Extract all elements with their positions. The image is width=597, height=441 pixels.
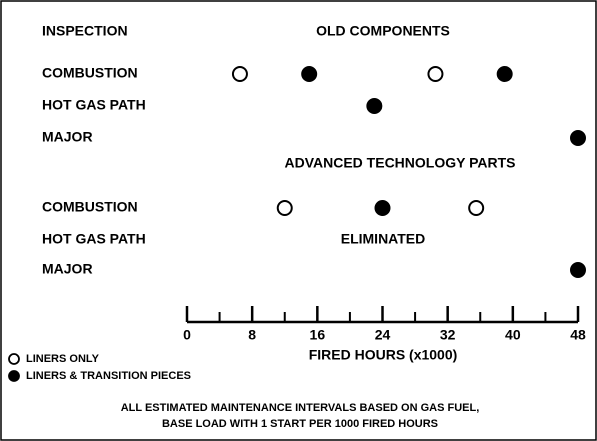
- header: INSPECTION: [42, 23, 128, 39]
- row-note: ELIMINATED: [341, 231, 426, 247]
- x-tick-label: 32: [440, 327, 456, 343]
- group-title: ADVANCED TECHNOLOGY PARTS: [284, 155, 515, 171]
- x-tick-label: 16: [310, 327, 326, 343]
- legend-marker: [8, 353, 20, 365]
- row-label: HOT GAS PATH: [42, 231, 146, 247]
- row-label: MAJOR: [42, 129, 93, 145]
- dot: [231, 66, 248, 82]
- dot: [570, 130, 586, 146]
- dot: [374, 200, 391, 216]
- row-label: HOT GAS PATH: [42, 97, 146, 113]
- legend-marker: [8, 370, 20, 382]
- x-tick-label: 8: [248, 327, 256, 343]
- dot: [366, 98, 383, 114]
- footnote: BASE LOAD WITH 1 START PER 1000 FIRED HO…: [162, 418, 438, 430]
- dot: [570, 262, 586, 278]
- x-tick-label: 24: [375, 327, 391, 343]
- row-label: MAJOR: [42, 261, 93, 277]
- row-label: COMBUSTION: [42, 65, 138, 81]
- row-label: COMBUSTION: [42, 199, 138, 215]
- x-tick-label: 48: [570, 327, 586, 343]
- footnote: ALL ESTIMATED MAINTENANCE INTERVALS BASE…: [121, 402, 480, 414]
- x-tick-label: 0: [183, 327, 191, 343]
- dot: [496, 66, 513, 82]
- x-tick-label: 40: [505, 327, 521, 343]
- group-title: OLD COMPONENTS: [316, 23, 450, 39]
- legend-label: LINERS ONLY: [26, 353, 100, 365]
- dot: [427, 66, 444, 82]
- legend-label: LINERS & TRANSITION PIECES: [26, 370, 191, 382]
- dot: [468, 200, 485, 216]
- dot: [276, 200, 293, 216]
- x-axis-label: FIRED HOURS (x1000): [309, 347, 458, 363]
- dot: [301, 66, 318, 82]
